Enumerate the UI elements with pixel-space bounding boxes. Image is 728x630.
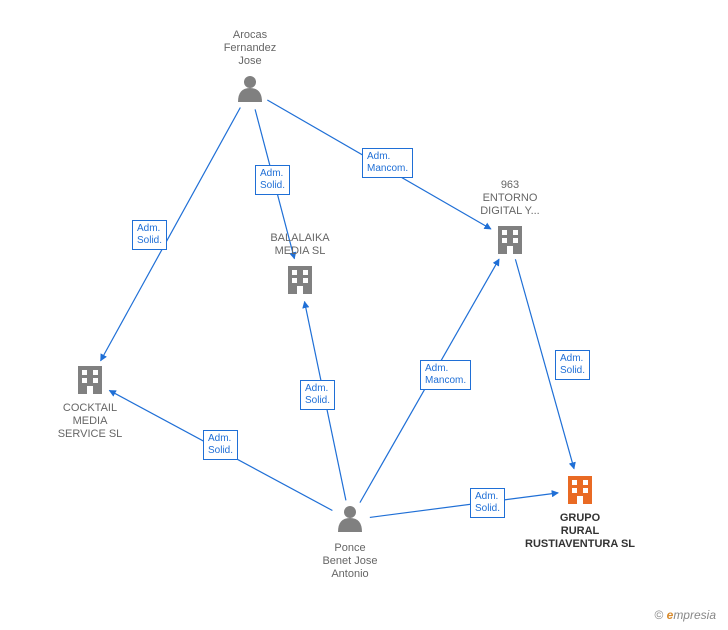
- node-label-grupo: GRUPO RURAL RUSTIAVENTURA SL: [510, 512, 650, 552]
- node-label-cocktail: COCKTAIL MEDIA SERVICE SL: [20, 402, 160, 442]
- node-label-ponce: Ponce Benet Jose Antonio: [280, 542, 420, 582]
- copyright-symbol: ©: [654, 608, 663, 622]
- copyright: © empresia: [654, 608, 716, 622]
- building-icon: [78, 366, 102, 394]
- copyright-brand: empresia: [667, 608, 716, 622]
- building-icon: [498, 226, 522, 254]
- edge-label-ponce-cocktail: Adm. Solid.: [203, 430, 238, 460]
- edge-label-arocas-balalaika: Adm. Solid.: [255, 165, 290, 195]
- company-node-cocktail[interactable]: [78, 366, 102, 394]
- edge-label-entorno-grupo: Adm. Solid.: [555, 350, 590, 380]
- node-label-balalaika: BALALAIKA MEDIA SL: [230, 232, 370, 258]
- building-icon: [568, 476, 592, 504]
- person-icon: [238, 76, 262, 102]
- person-node-ponce[interactable]: [338, 506, 362, 532]
- edge-label-ponce-entorno: Adm. Mancom.: [420, 360, 471, 390]
- building-icon: [288, 266, 312, 294]
- person-node-arocas[interactable]: [238, 76, 262, 102]
- node-label-arocas: Arocas Fernandez Jose: [180, 29, 320, 69]
- edge-label-arocas-entorno: Adm. Mancom.: [362, 148, 413, 178]
- company-node-grupo[interactable]: [568, 476, 592, 504]
- edge-label-ponce-balalaika: Adm. Solid.: [300, 380, 335, 410]
- edge-label-ponce-grupo: Adm. Solid.: [470, 488, 505, 518]
- company-node-entorno[interactable]: [498, 226, 522, 254]
- person-icon: [338, 506, 362, 532]
- edge-arocas-cocktail: [101, 108, 241, 361]
- node-label-entorno: 963 ENTORNO DIGITAL Y...: [440, 179, 580, 219]
- company-node-balalaika[interactable]: [288, 266, 312, 294]
- edge-label-arocas-cocktail: Adm. Solid.: [132, 220, 167, 250]
